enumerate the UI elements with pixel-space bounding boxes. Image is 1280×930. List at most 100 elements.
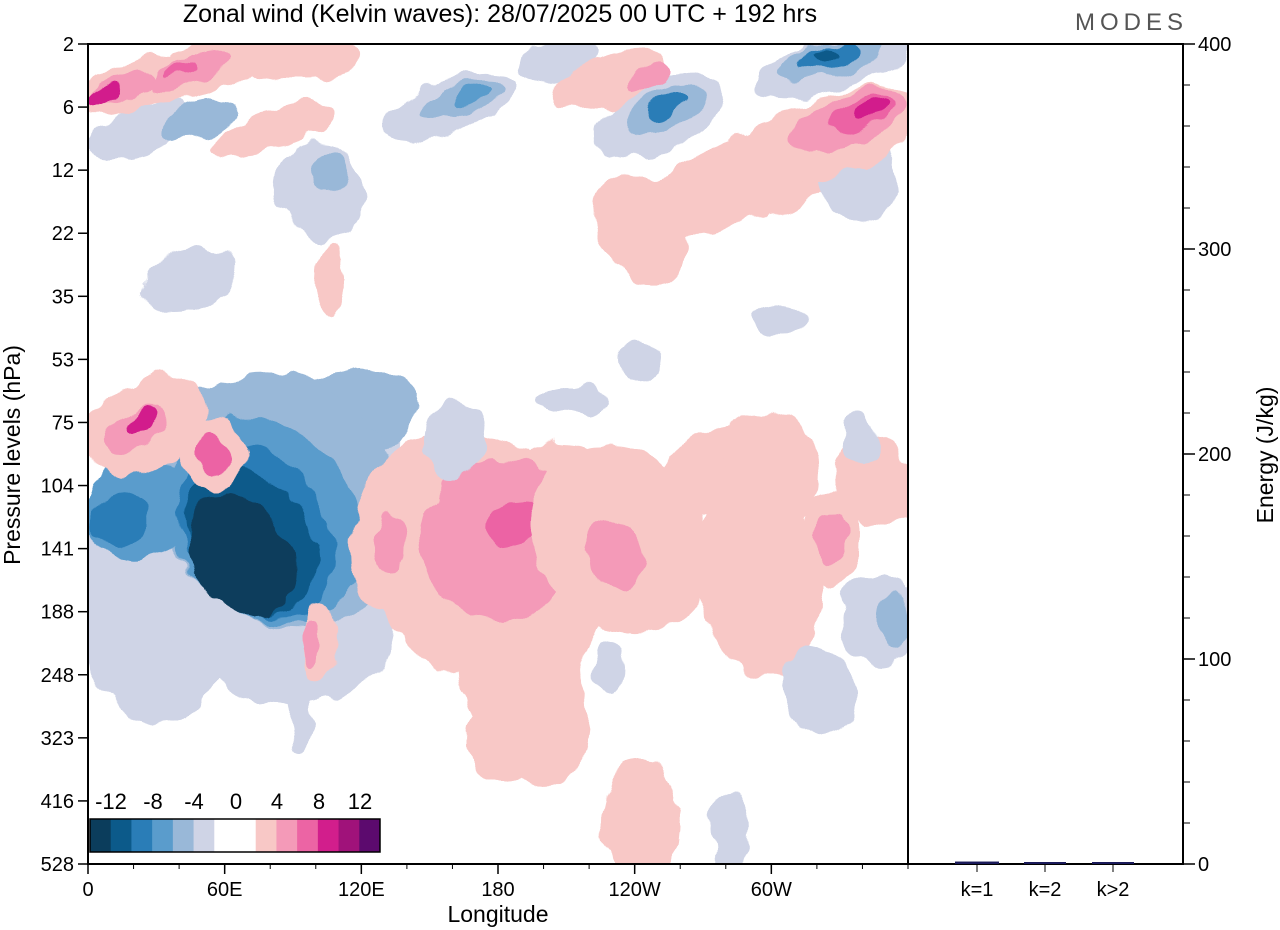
energy-bar [955, 861, 999, 864]
contour-region [595, 645, 625, 695]
pressure-axis: 2 6 12 22 35 53 75 104 141 188 248 323 416 528 [41, 34, 88, 876]
energy-tick-label: 300 [1198, 239, 1231, 261]
longitude-axis: 0 60E 120E 180 120W 60W [82, 864, 909, 901]
contour-region [185, 495, 295, 615]
contour-region [852, 100, 888, 120]
y-tick-label: 141 [41, 539, 74, 561]
energy-axis-title: Energy (J/kg) [1252, 387, 1278, 524]
y-tick-label: 35 [52, 286, 74, 308]
energy-bar-label: k>2 [1097, 879, 1130, 901]
contour-region [698, 480, 822, 680]
colorbar-swatch [276, 819, 298, 852]
contour-region [315, 245, 345, 315]
contour-region [600, 760, 680, 864]
contour-region [815, 515, 845, 565]
y-tick-label: 323 [41, 728, 74, 750]
colorbar-label: 0 [230, 789, 242, 814]
contour-region [240, 44, 360, 80]
colorbar-label: -12 [95, 789, 127, 814]
colorbar-swatch [235, 819, 257, 852]
y-tick-label: 12 [52, 160, 74, 182]
contour-region [626, 60, 674, 90]
colorbar-swatch [193, 819, 215, 852]
x-axis-title: Longitude [447, 901, 548, 927]
contour-region [646, 95, 684, 121]
y-tick-label: 22 [52, 223, 74, 245]
y-tick-label: 2 [63, 34, 74, 56]
colorbar-label: 12 [348, 789, 372, 814]
contour-region [840, 415, 880, 465]
contour-region [880, 590, 908, 650]
y-tick-label: 6 [63, 97, 74, 119]
contour-region [710, 790, 750, 864]
x-tick-label: 120E [338, 879, 385, 901]
contour-region [615, 340, 665, 380]
contour-region [162, 60, 198, 80]
energy-tick-label: 0 [1198, 854, 1209, 876]
y-tick-label: 248 [41, 665, 74, 687]
colorbar-label: -8 [143, 789, 163, 814]
modes-logo: MODES [1074, 9, 1188, 36]
contour-field [88, 44, 908, 864]
energy-bars: k=1 k=2 k>2 [955, 861, 1134, 901]
colorbar-swatch [359, 819, 381, 852]
contour-region [161, 98, 239, 142]
colorbar-swatch [338, 819, 360, 852]
contour-region [91, 493, 149, 547]
contour-region [88, 82, 126, 108]
colorbar-swatch [317, 819, 340, 852]
contour-region [290, 690, 310, 750]
contour-region [810, 48, 840, 64]
contour-region [425, 400, 485, 480]
energy-tick-label: 200 [1198, 444, 1231, 466]
contour-region [375, 515, 405, 575]
y-tick-label: 416 [41, 791, 74, 813]
energy-bar [1092, 862, 1134, 864]
contour-region [310, 150, 350, 190]
colorbar-swatch [131, 819, 153, 852]
x-tick-label: 60E [207, 879, 243, 901]
y-tick-label: 53 [52, 349, 74, 371]
colorbar-swatch [297, 819, 319, 852]
y-tick-label: 104 [41, 476, 74, 498]
y-tick-label: 75 [52, 412, 74, 434]
y-axis-title: Pressure levels (hPa) [0, 345, 25, 565]
contour-region [755, 305, 805, 335]
x-tick-label: 60W [751, 879, 792, 901]
colorbar-swatch [172, 819, 195, 852]
contour-region [783, 646, 857, 734]
colorbar-swatch [214, 819, 236, 852]
energy-plot-frame [907, 43, 1184, 865]
contour-region [141, 247, 239, 313]
energy-bar [1024, 862, 1066, 864]
energy-tick-label: 400 [1198, 34, 1231, 56]
contour-region [552, 48, 668, 112]
contour-region [535, 385, 605, 415]
colorbar: -12 -8 -4 0 4 8 12 [89, 789, 381, 853]
y-tick-label: 188 [41, 602, 74, 624]
colorbar-label: 8 [313, 789, 325, 814]
colorbar-frame [89, 818, 381, 853]
contour-region [208, 100, 332, 160]
colorbar-swatch [110, 819, 132, 852]
energy-bar-label: k=2 [1029, 879, 1062, 901]
colorbar-swatch [152, 819, 174, 852]
chart-title: Zonal wind (Kelvin waves): 28/07/2025 00… [182, 0, 818, 28]
y-tick-label: 528 [41, 854, 74, 876]
colorbar-label: -4 [184, 789, 204, 814]
colorbar-swatch [90, 819, 112, 852]
energy-bar-label: k=1 [961, 879, 994, 901]
contour-region [195, 433, 235, 477]
contour-region [300, 615, 320, 665]
contour-region [583, 521, 647, 589]
colorbar-label: 4 [271, 789, 283, 814]
contour-region [465, 695, 535, 785]
x-tick-label: 120W [609, 879, 661, 901]
x-tick-label: 0 [82, 879, 93, 901]
x-tick-label: 180 [481, 879, 514, 901]
energy-tick-label: 100 [1198, 649, 1231, 671]
contour-region [131, 408, 159, 432]
energy-axis: 0 100 200 300 400 [1183, 34, 1231, 876]
contour-region [451, 84, 489, 106]
